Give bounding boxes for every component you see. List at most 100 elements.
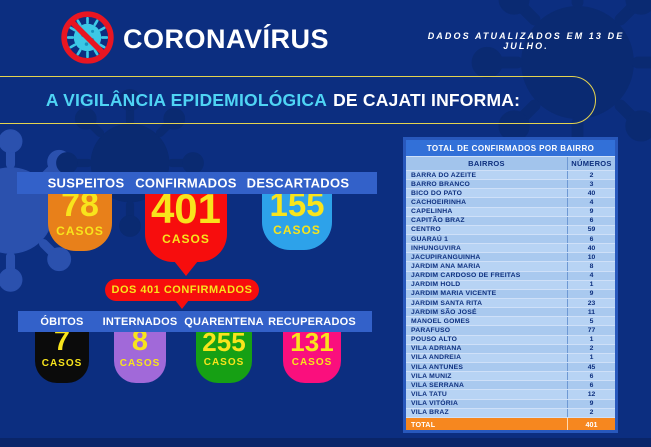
table-column-headers: BAIRROS NÚMEROS [406, 157, 615, 171]
bairro-count: 2 [567, 408, 615, 417]
bairro-count: 1 [567, 335, 615, 344]
total-value: 401 [567, 418, 615, 430]
headline-rest: DE CAJATI INFORMA: [333, 89, 521, 110]
badge-pointer [174, 261, 198, 276]
stat-label-internados: INTERNADOS [102, 315, 178, 328]
bairro-count: 23 [567, 298, 615, 308]
bairro-count: 4 [567, 271, 615, 280]
table-row: CAPITÃO BRAZ 6 [406, 216, 615, 226]
bairro-count: 40 [567, 244, 615, 253]
stat-label-suspeitos: SUSPEITOS [47, 175, 125, 191]
stat-unit-confirmados: CASOS [162, 232, 210, 246]
bairro-name: CAPITÃO BRAZ [411, 217, 465, 225]
stat-unit-obitos: CASOS [41, 358, 83, 369]
table-row: PARAFUSO 77 [406, 326, 615, 336]
bairro-name: BARRO BRANCO [411, 180, 471, 188]
bairro-name: GUARAÚ 1 [411, 235, 449, 243]
stats-row-1-labels-bar: SUSPEITOS CONFIRMADOS DESCARTADOS [17, 172, 377, 194]
stat-unit-suspeitos: CASOS [56, 223, 104, 238]
bairro-name: CENTRO [411, 226, 441, 234]
bairro-count: 9 [567, 207, 615, 216]
bairro-count: 12 [567, 390, 615, 399]
total-label: TOTAL [411, 419, 436, 429]
stats-row-2-labels-bar: ÓBITOS INTERNADOS QUARENTENA RECUPERADOS [18, 311, 372, 332]
bairro-name: VILA MUNIZ [411, 372, 452, 380]
bairro-name: JARDIM CARDOSO DE FREITAS [411, 272, 521, 280]
table-row: VILA BRAZ 2 [406, 408, 615, 418]
bairro-name: CAPELINHA [411, 208, 453, 216]
stat-value-confirmados: 401 [150, 185, 222, 232]
column-header-bairros: BAIRROS [468, 159, 505, 168]
bairro-count: 11 [567, 308, 615, 317]
bairro-name: VILA TATU [411, 390, 448, 398]
bairro-count: 4 [567, 198, 615, 207]
bairro-count: 6 [567, 372, 615, 381]
headline-highlight: A VIGILÂNCIA EPIDEMIOLÓGICA [45, 89, 328, 110]
bairro-name: VILA VITÓRIA [411, 400, 459, 408]
bairro-count: 6 [567, 216, 615, 225]
table-row: MANOEL GOMES 5 [406, 317, 615, 327]
bairro-name: VILA ADRIANA [411, 345, 462, 353]
table-row: JARDIM CARDOSO DE FREITAS 4 [406, 271, 615, 281]
brand-title: CORONAVÍRUS [123, 24, 330, 54]
table-row: VILA VITÓRIA 9 [406, 399, 615, 409]
table-row: VILA ANDREIA 1 [406, 353, 615, 363]
table-row: BARRO BRANCO 3 [406, 180, 615, 190]
bairro-count: 8 [567, 262, 615, 271]
stat-unit-internados: CASOS [119, 358, 161, 369]
stat-unit-quarentena: CASOS [203, 356, 245, 368]
table-row: VILA ADRIANA 2 [406, 344, 615, 354]
bairro-count: 10 [567, 253, 615, 262]
table-row: VILA TATU 12 [406, 390, 615, 400]
virus-watermark-icon [471, 0, 651, 169]
table-row: INHUNGUVIRA 40 [406, 244, 615, 254]
footer-strip [0, 438, 651, 447]
stat-value-quarentena: 255 [202, 326, 246, 357]
bairro-name: VILA ANDREIA [411, 354, 462, 362]
stat-label-confirmados: CONFIRMADOS [135, 175, 237, 191]
bairro-name: CACHOEIRINHA [411, 198, 467, 206]
table-body: BARRA DO AZEITE 2 BARRO BRANCO 3 BICO DO PAT… [406, 171, 615, 418]
bairro-count: 3 [567, 180, 615, 189]
table-row: JACUPIRANGUINHA 10 [406, 253, 615, 263]
bairro-name: BARRA DO AZEITE [411, 171, 477, 179]
stat-label-descartados: DESCARTADOS [246, 175, 350, 191]
table-row: BICO DO PATO 40 [406, 189, 615, 199]
stat-value-internados: 8 [131, 325, 149, 357]
table-row: JARDIM SANTA RITA 23 [406, 298, 615, 309]
stat-label-recuperados: RECUPERADOS [268, 315, 356, 328]
bairro-name: POUSO ALTO [411, 336, 458, 344]
bairro-count: 45 [567, 362, 615, 372]
pill-pointer [175, 300, 189, 309]
bairro-name: JARDIM ANA MARIA [411, 262, 481, 270]
table-row: JARDIM HOLD 1 [406, 280, 615, 290]
bairro-name: JARDIM MARIA VICENTE [411, 290, 497, 298]
stat-value-recuperados: 131 [290, 326, 334, 357]
bairro-name: INHUNGUVIRA [411, 244, 462, 252]
bairro-count: 6 [567, 234, 615, 244]
bairro-count: 2 [567, 344, 615, 353]
table-row: VILA ANTUNES 45 [406, 362, 615, 373]
bairro-count: 59 [567, 225, 615, 234]
bairro-name: VILA ANTUNES [411, 363, 464, 371]
bairro-count: 77 [567, 326, 615, 335]
bairro-name: VILA SERRANA [411, 381, 465, 389]
stat-unit-recuperados: CASOS [291, 356, 333, 368]
no-coronavirus-icon [61, 11, 114, 64]
table-row: POUSO ALTO 1 [406, 335, 615, 345]
bairro-name: MANOEL GOMES [411, 317, 470, 325]
table-row: GUARAÚ 1 6 [406, 234, 615, 245]
table-row: BARRA DO AZEITE 2 [406, 171, 615, 181]
bairro-count: 9 [567, 399, 615, 408]
updated-date-text: DADOS ATUALIZADOS EM 13 DE JULHO. [427, 31, 625, 51]
bairro-count: 6 [567, 381, 615, 390]
table-row: JARDIM SÃO JOSÉ 11 [406, 308, 615, 318]
table-row: CAPELINHA 9 [406, 207, 615, 217]
bairro-name: JARDIM SÃO JOSÉ [411, 308, 477, 316]
bairro-count: 9 [567, 289, 615, 298]
table-row: VILA SERRANA 6 [406, 381, 615, 391]
table-row: CACHOEIRINHA 4 [406, 198, 615, 208]
bairro-name: BICO DO PATO [411, 189, 463, 197]
table-row: CENTRO 59 [406, 225, 615, 235]
